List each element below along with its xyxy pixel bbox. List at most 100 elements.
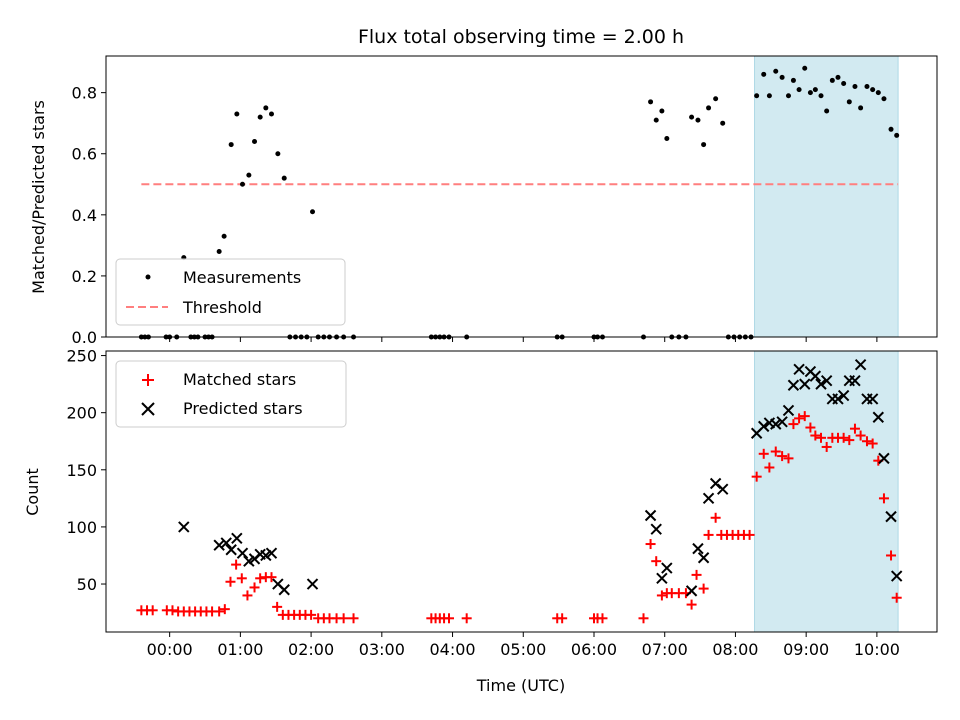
matched-point xyxy=(338,613,349,624)
measurement-point xyxy=(275,151,281,157)
measurement-point xyxy=(790,77,796,83)
bottom-highlight-span xyxy=(754,350,899,633)
matched-point xyxy=(788,419,799,430)
bot-ytick-label: 250 xyxy=(66,347,97,366)
matched-point xyxy=(777,451,788,462)
measurement-point xyxy=(773,68,779,74)
matched-point xyxy=(638,613,649,624)
xtick-label: 03:00 xyxy=(359,640,405,659)
predicted-point xyxy=(692,542,704,555)
matched-point xyxy=(783,453,794,464)
measurement-point xyxy=(807,90,813,96)
predicted-point xyxy=(872,411,885,423)
matched-point xyxy=(861,436,872,447)
measurement-point xyxy=(761,71,767,77)
measurement-point xyxy=(246,172,252,178)
measurement-point xyxy=(875,90,881,96)
predicted-point xyxy=(890,570,903,582)
measurement-point xyxy=(829,77,835,83)
predicted-point xyxy=(225,544,237,556)
measurement-point xyxy=(653,117,659,123)
matched-point xyxy=(597,613,608,624)
bot-ytick-label: 200 xyxy=(66,404,97,423)
matched-point xyxy=(219,604,230,615)
measurement-point xyxy=(252,139,258,145)
measurement-point xyxy=(695,117,701,123)
predicted-point xyxy=(837,389,850,402)
measurement-point xyxy=(754,93,760,99)
measurement-point xyxy=(281,175,287,181)
matched-point xyxy=(242,590,253,601)
matched-point xyxy=(799,411,810,422)
matched-point xyxy=(231,559,242,570)
predicted-point xyxy=(278,584,290,596)
measurement-point xyxy=(802,65,808,71)
measurement-point xyxy=(846,99,852,105)
predicted-point xyxy=(878,452,890,465)
measurement-point xyxy=(234,111,240,117)
measurement-point xyxy=(858,105,864,111)
bot-ytick-label: 50 xyxy=(77,575,97,594)
matched-point xyxy=(810,430,821,441)
legend-predicted-marker xyxy=(141,402,155,416)
measurement-point xyxy=(818,93,824,99)
measurement-point xyxy=(648,99,654,105)
predicted-point xyxy=(220,537,232,549)
matched-point xyxy=(794,413,805,424)
matched-point xyxy=(816,432,827,443)
measurement-point xyxy=(812,87,818,93)
matched-point xyxy=(272,601,283,612)
predicted-point xyxy=(697,552,710,564)
predicted-point xyxy=(231,532,243,545)
legend-matched-label: Matched stars xyxy=(183,370,296,389)
measurement-point xyxy=(766,93,772,99)
predicted-point xyxy=(820,374,833,387)
matched-point xyxy=(698,583,709,594)
xtick-label: 04:00 xyxy=(429,640,475,659)
predicted-point xyxy=(644,509,657,522)
top-ytick-label: 0.4 xyxy=(72,206,97,225)
measurement-point xyxy=(835,74,841,80)
matched-point xyxy=(686,599,697,610)
matched-point xyxy=(821,441,832,452)
measurement-point xyxy=(841,80,847,86)
bot-ytick-label: 150 xyxy=(66,461,97,480)
top-legend: Measurements Threshold xyxy=(115,258,346,326)
legend-measurements-label: Measurements xyxy=(183,268,301,287)
xtick-label: 05:00 xyxy=(500,640,546,659)
top-ytick-label: 0.0 xyxy=(72,328,97,347)
predicted-point xyxy=(787,379,800,391)
top-highlight-span xyxy=(754,55,899,338)
matched-point xyxy=(147,605,158,616)
xtick-label: 08:00 xyxy=(712,640,758,659)
predicted-point xyxy=(236,547,249,559)
legend-matched-marker xyxy=(142,374,154,386)
measurement-point xyxy=(659,108,665,114)
matched-point xyxy=(249,582,260,593)
matched-point xyxy=(348,613,359,624)
bot-ytick-label: 100 xyxy=(66,518,97,537)
predicted-point xyxy=(770,418,782,430)
matched-point xyxy=(557,613,568,624)
top-ytick-label: 0.2 xyxy=(72,267,97,286)
xtick-label: 07:00 xyxy=(642,640,688,659)
matched-point xyxy=(645,539,656,550)
predicted-point xyxy=(758,420,770,433)
matched-point xyxy=(849,423,860,434)
predicted-point xyxy=(809,370,822,382)
measurement-point xyxy=(720,120,726,126)
predicted-point xyxy=(782,404,795,417)
measurement-point xyxy=(881,96,887,102)
top-legend-box xyxy=(115,258,346,326)
matched-point xyxy=(886,550,897,561)
predicted-point xyxy=(656,572,668,585)
predicted-point xyxy=(650,523,662,535)
top-ytick-label: 0.8 xyxy=(72,84,97,103)
top-panel: 0.00.20.40.60.8 Matched/Predicted stars … xyxy=(29,55,938,347)
matched-point xyxy=(758,448,769,459)
measurement-point xyxy=(216,248,222,254)
measurement-point xyxy=(228,142,234,148)
predicted-point xyxy=(213,539,225,551)
matched-point xyxy=(167,605,178,616)
measurement-point xyxy=(706,105,712,111)
